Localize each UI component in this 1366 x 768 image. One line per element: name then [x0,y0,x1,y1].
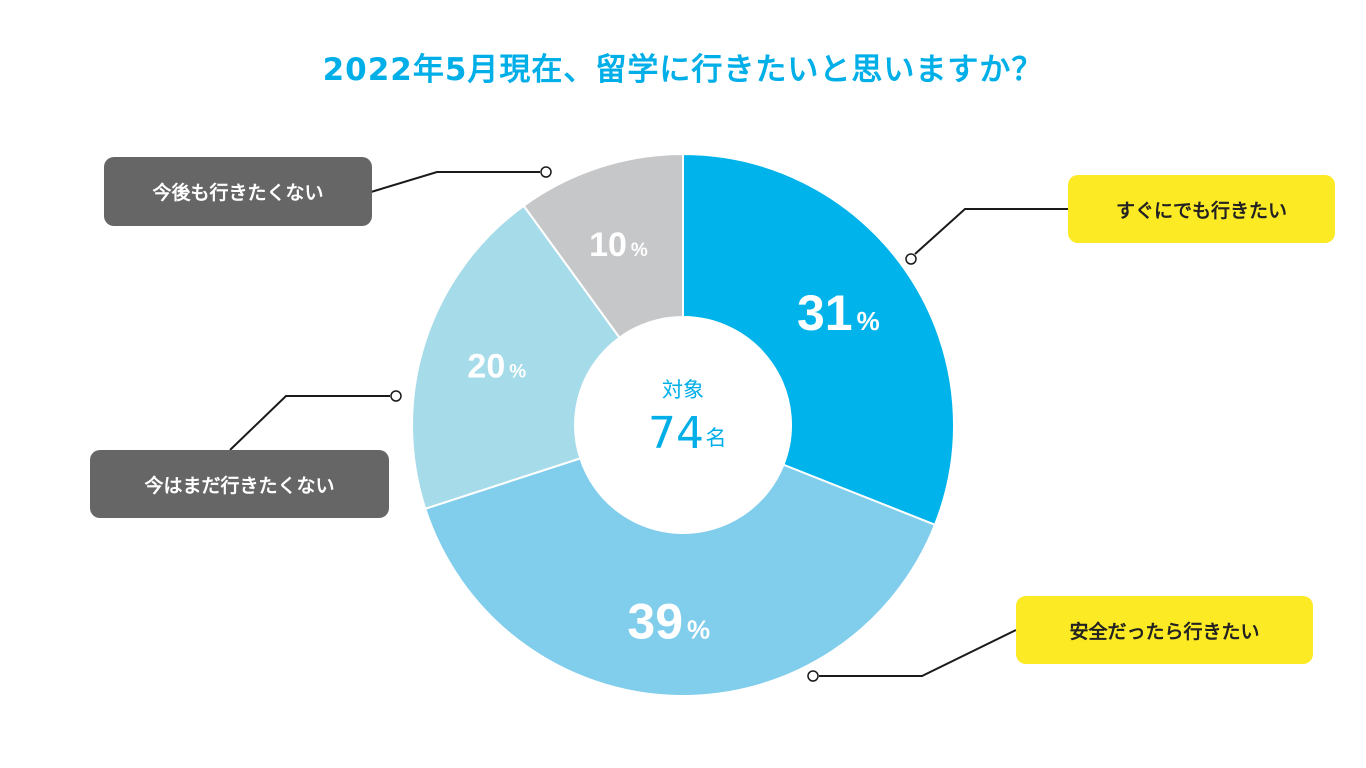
callout-not-yet: 今はまだ行きたくない [90,450,389,518]
callout-safe: 安全だったら行きたい [1016,596,1313,664]
slice-labels: 31 % 39 % 20 % 10% [467,226,879,650]
callout-now: すぐにでも行きたい [1068,175,1335,243]
center-count: 74 [648,408,704,459]
leader-dot-1 [540,166,552,178]
slice-label-1: 31% [797,285,880,341]
callout-never: 今後も行きたくない [104,157,372,226]
leader-lines [229,166,1068,682]
leader-line-4 [819,629,1017,677]
leader-dot-4 [807,670,819,682]
leader-dot-3 [905,253,917,265]
slice-label-2: 39% [627,593,710,649]
slice-label-4: 10% [589,226,648,264]
donut-hole [575,317,791,533]
slice-label-3: 20% [467,347,526,385]
leader-line-2 [229,395,390,451]
leader-line-3 [914,208,1068,255]
center-label: 対象 [662,378,704,402]
center-unit: 名 [706,426,727,450]
donut-slices [411,152,955,697]
leader-line-1 [370,171,540,193]
leader-dot-2 [390,390,402,402]
chart-title: 2022年5月現在、留学に行きたいと思いますか？ [322,52,1044,88]
